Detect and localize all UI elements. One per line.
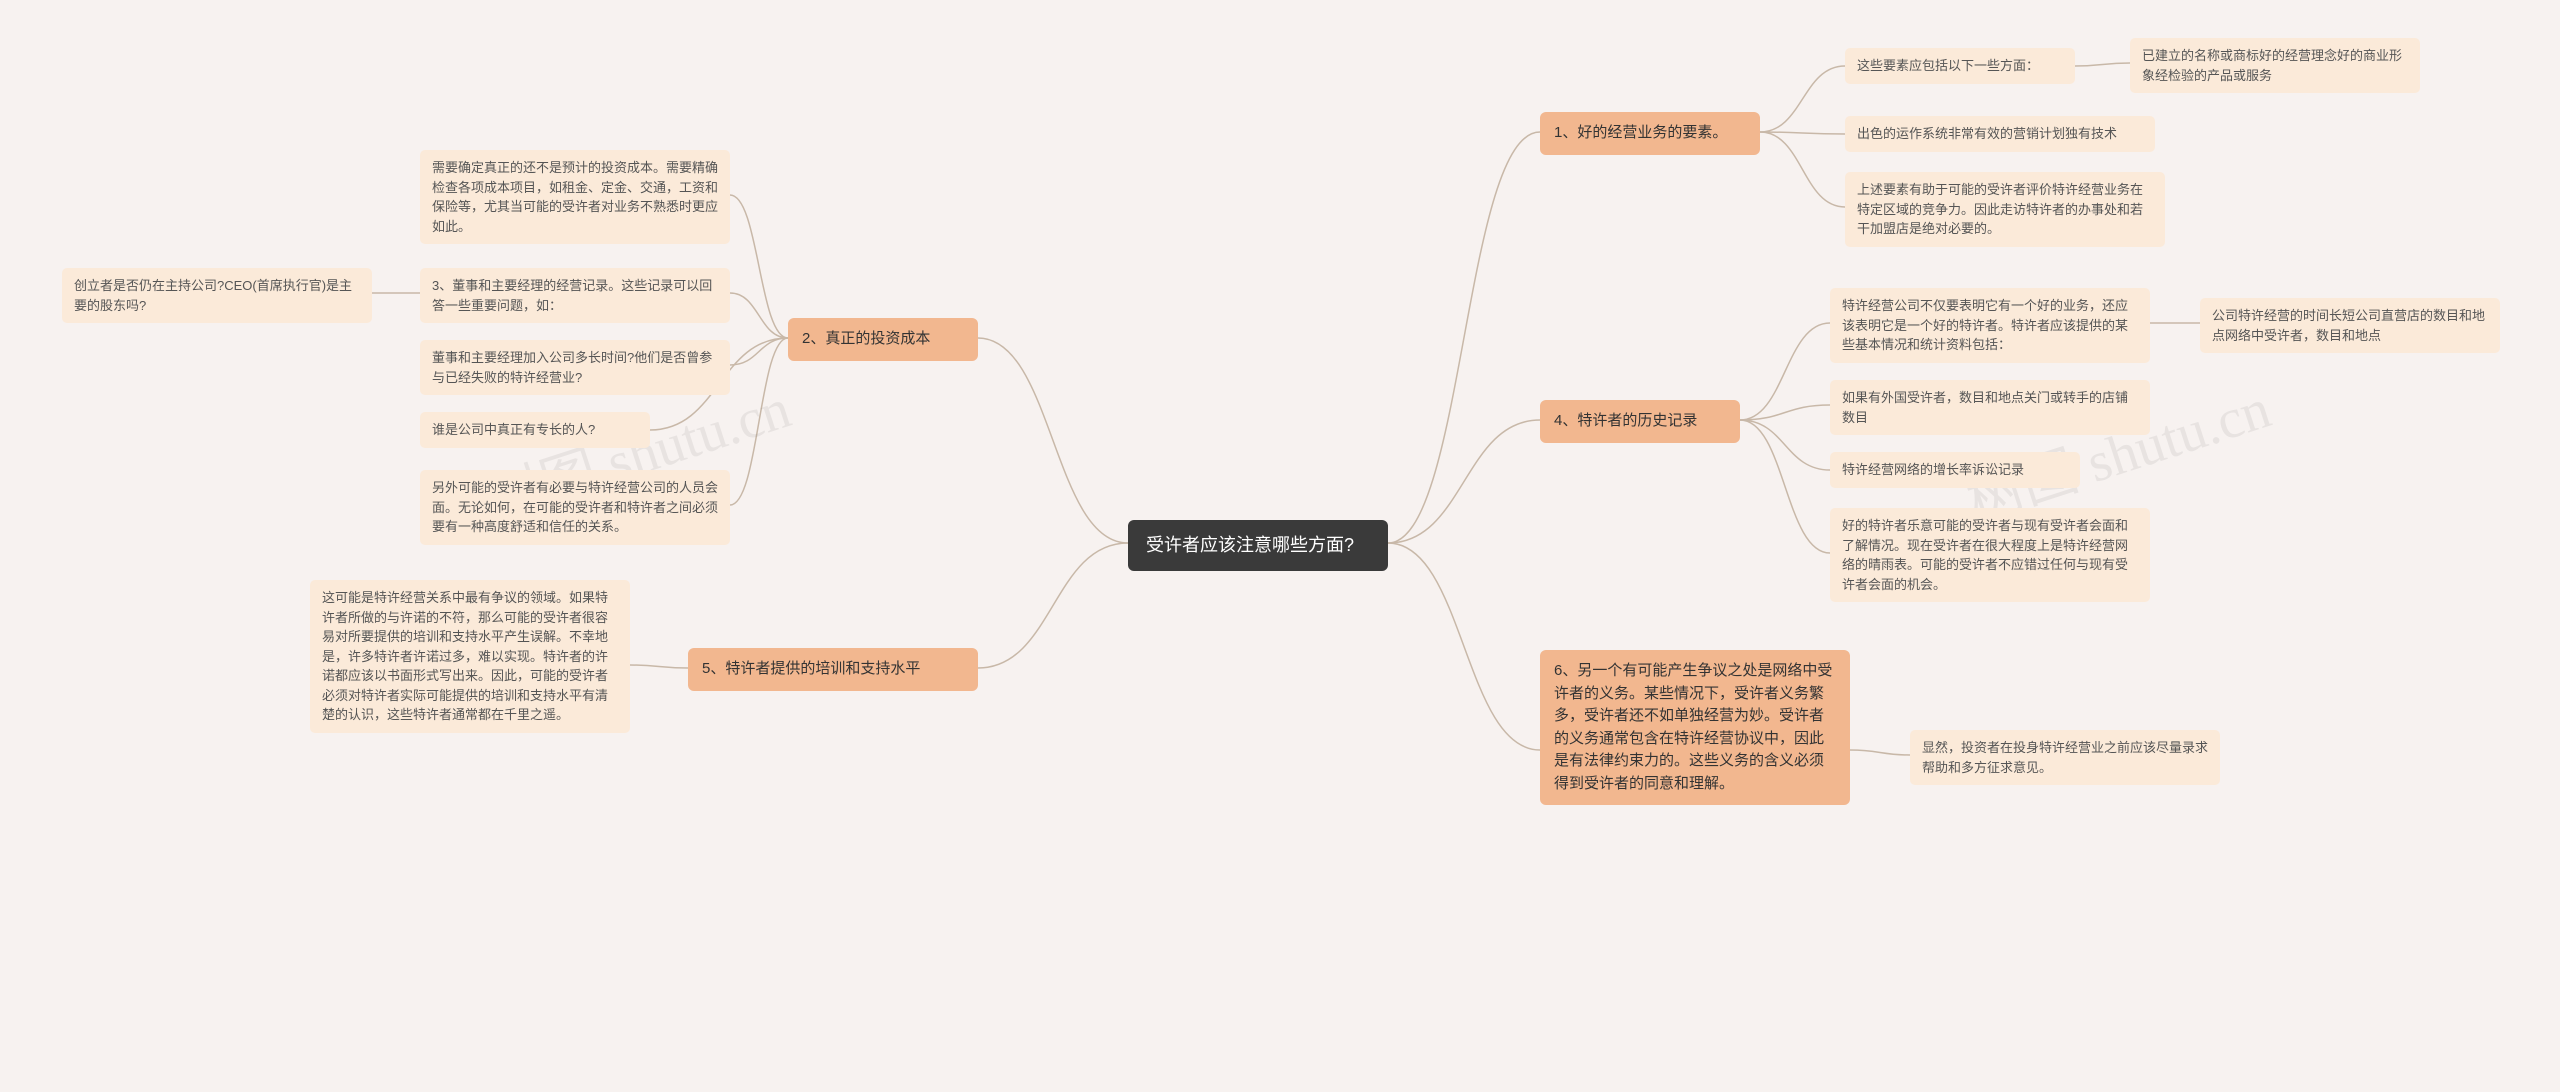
node-n6[interactable]: 6、另一个有可能产生争议之处是网络中受许者的义务。某些情况下，受许者义务繁多，受…	[1540, 650, 1850, 805]
node-n1a1[interactable]: 已建立的名称或商标好的经营理念好的商业形象经检验的产品或服务	[2130, 38, 2420, 93]
node-n4b[interactable]: 如果有外国受许者，数目和地点关门或转手的店铺数目	[1830, 380, 2150, 435]
node-n1b[interactable]: 出色的运作系统非常有效的营销计划独有技术	[1845, 116, 2155, 152]
root-node[interactable]: 受许者应该注意哪些方面?	[1128, 520, 1388, 571]
node-n4d[interactable]: 好的特许者乐意可能的受许者与现有受许者会面和了解情况。现在受许者在很大程度上是特…	[1830, 508, 2150, 602]
node-n1[interactable]: 1、好的经营业务的要素。	[1540, 112, 1760, 155]
node-n2e[interactable]: 另外可能的受许者有必要与特许经营公司的人员会面。无论如何，在可能的受许者和特许者…	[420, 470, 730, 545]
node-n2b[interactable]: 3、董事和主要经理的经营记录。这些记录可以回答一些重要问题，如：	[420, 268, 730, 323]
node-n5[interactable]: 5、特许者提供的培训和支持水平	[688, 648, 978, 691]
node-n6a[interactable]: 显然，投资者在投身特许经营业之前应该尽量录求帮助和多方征求意见。	[1910, 730, 2220, 785]
node-n2b1[interactable]: 创立者是否仍在主持公司?CEO(首席执行官)是主要的股东吗?	[62, 268, 372, 323]
node-n2c[interactable]: 董事和主要经理加入公司多长时间?他们是否曾参与已经失败的特许经营业?	[420, 340, 730, 395]
node-n2[interactable]: 2、真正的投资成本	[788, 318, 978, 361]
node-n5a[interactable]: 这可能是特许经营关系中最有争议的领域。如果特许者所做的与许诺的不符，那么可能的受…	[310, 580, 630, 733]
node-n1a[interactable]: 这些要素应包括以下一些方面：	[1845, 48, 2075, 84]
node-n2a[interactable]: 需要确定真正的还不是预计的投资成本。需要精确检查各项成本项目，如租金、定金、交通…	[420, 150, 730, 244]
node-n4a[interactable]: 特许经营公司不仅要表明它有一个好的业务，还应该表明它是一个好的特许者。特许者应该…	[1830, 288, 2150, 363]
mindmap-canvas: 受许者应该注意哪些方面? 树图 shutu.cn 树图 shutu.cn 1、好…	[0, 0, 2560, 1092]
node-n4c[interactable]: 特许经营网络的增长率诉讼记录	[1830, 452, 2080, 488]
node-n2d[interactable]: 谁是公司中真正有专长的人?	[420, 412, 650, 448]
node-n4a1[interactable]: 公司特许经营的时间长短公司直营店的数目和地点网络中受许者，数目和地点	[2200, 298, 2500, 353]
node-n4[interactable]: 4、特许者的历史记录	[1540, 400, 1740, 443]
node-n1c[interactable]: 上述要素有助于可能的受许者评价特许经营业务在特定区域的竞争力。因此走访特许者的办…	[1845, 172, 2165, 247]
